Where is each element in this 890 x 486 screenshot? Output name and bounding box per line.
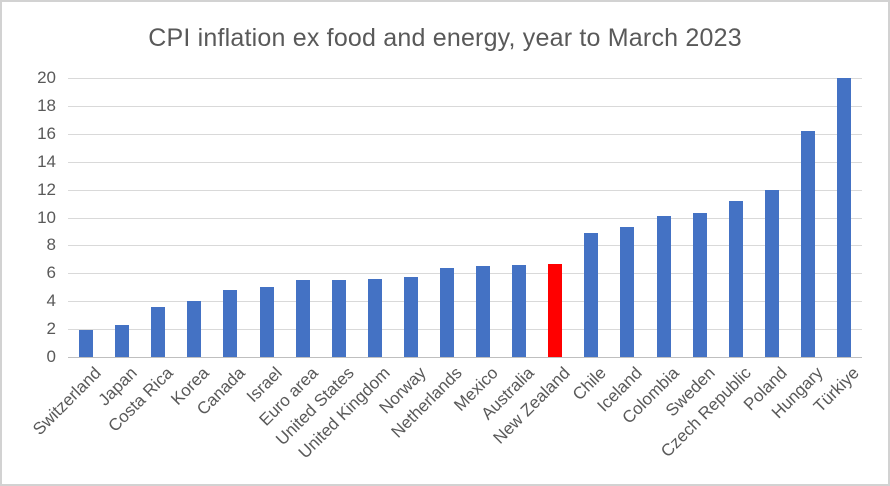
bar-netherlands <box>439 267 454 357</box>
y-tick-label: 14 <box>37 151 56 171</box>
bar-israel <box>259 287 274 357</box>
y-tick-label: 4 <box>46 291 56 311</box>
bar-canada <box>223 290 238 357</box>
gridline <box>68 245 862 247</box>
bar-colombia <box>656 216 671 357</box>
y-tick-label: 0 <box>46 347 56 366</box>
y-tick-label: 8 <box>46 235 56 255</box>
bar-korea <box>187 301 202 357</box>
gridline <box>68 189 862 191</box>
y-tick-label: 20 <box>37 68 56 87</box>
bar-costa-rica <box>151 306 166 357</box>
y-tick-label: 16 <box>37 123 56 143</box>
bar-japan <box>115 324 130 357</box>
gridline <box>68 273 862 275</box>
y-tick-label: 2 <box>46 319 56 339</box>
bar-united-kingdom <box>367 278 382 357</box>
y-tick-label: 18 <box>37 95 56 115</box>
chart-title: CPI inflation ex food and energy, year t… <box>148 24 742 52</box>
bar-australia <box>512 264 527 357</box>
bar-türkiye <box>836 78 851 357</box>
y-tick-label: 12 <box>37 179 56 199</box>
bar-switzerland <box>79 330 94 357</box>
gridline <box>68 78 862 79</box>
bar-united-states <box>331 280 346 357</box>
x-axis-line <box>68 357 862 358</box>
bar-hungary <box>800 131 815 357</box>
bar-poland <box>764 189 779 357</box>
bar-czech-republic <box>728 200 743 357</box>
gridline <box>68 133 862 135</box>
bar-chile <box>584 232 599 357</box>
bar-new-zealand <box>548 263 563 357</box>
gridline <box>68 161 862 163</box>
y-tick-label: 6 <box>46 263 56 283</box>
bar-norway <box>403 277 418 357</box>
gridline <box>68 105 862 107</box>
gridline <box>68 217 862 219</box>
bar-iceland <box>620 227 635 357</box>
bar-euro-area <box>295 280 310 357</box>
y-tick-label: 10 <box>37 207 56 227</box>
bar-sweden <box>692 213 707 357</box>
gridline <box>68 329 862 331</box>
gridline <box>68 301 862 303</box>
bar-mexico <box>476 266 491 357</box>
